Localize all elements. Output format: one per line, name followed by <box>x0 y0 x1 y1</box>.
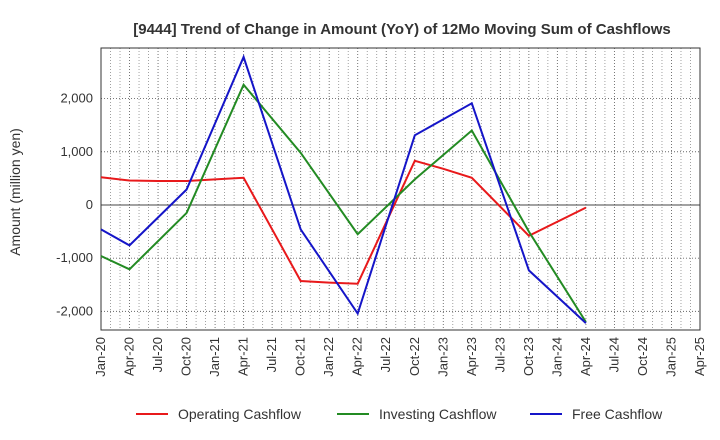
series-line-investing-cashflow <box>100 82 587 323</box>
x-tick-label: Oct-22 <box>407 337 422 376</box>
x-tick-label: Oct-20 <box>179 337 194 376</box>
x-tick-label: Apr-22 <box>350 337 365 376</box>
x-tick-label: Jan-21 <box>207 337 222 377</box>
x-tick-label: Jul-20 <box>150 337 165 372</box>
x-tick-label: Apr-23 <box>464 337 479 376</box>
series-line-operating-cashflow <box>100 159 587 285</box>
x-tick-label: Oct-21 <box>293 337 308 376</box>
x-tick-label: Jan-24 <box>549 337 564 377</box>
x-tick-label: Apr-24 <box>578 337 593 376</box>
legend-label: Investing Cashflow <box>379 406 497 422</box>
y-axis-label: Amount (million yen) <box>7 128 23 256</box>
chart-title: [9444] Trend of Change in Amount (YoY) o… <box>133 21 671 38</box>
y-tick-label: -2,000 <box>56 303 93 318</box>
legend-label: Operating Cashflow <box>178 406 302 422</box>
legend: Operating Cashflow Investing Cashflow Free… <box>136 406 663 422</box>
plot-background <box>101 48 700 330</box>
y-tick-label: -1,000 <box>56 250 93 265</box>
series-line-free-cashflow <box>100 54 587 324</box>
x-tick-label: Jul-22 <box>378 337 393 372</box>
x-tick-label: Jul-23 <box>492 337 507 372</box>
y-tick-label: 1,000 <box>60 144 93 159</box>
plot-area: -2,000 -1,000 0 1,000 2,000 Jan-20 Apr-20 Jul-2… <box>56 47 707 377</box>
x-tick-label: Jul-24 <box>606 337 621 372</box>
legend-item-investing-cashflow: Investing Cashflow <box>337 406 497 422</box>
x-tick-label: Jan-22 <box>321 337 336 377</box>
legend-label: Free Cashflow <box>572 406 663 422</box>
y-tick-label: 2,000 <box>60 91 93 106</box>
x-tick-label: Oct-23 <box>521 337 536 376</box>
x-tick-label: Apr-21 <box>236 337 251 376</box>
x-tick-label: Oct-24 <box>635 337 650 376</box>
x-tick-label: Apr-25 <box>692 337 707 376</box>
x-tick-label: Jul-21 <box>264 337 279 372</box>
x-tick-label: Jan-25 <box>663 337 678 377</box>
x-tick-label: Jan-20 <box>93 337 108 377</box>
x-tick-label: Jan-23 <box>435 337 450 377</box>
plot-border <box>100 47 701 331</box>
x-tick-label: Apr-20 <box>122 337 137 376</box>
legend-item-operating-cashflow: Operating Cashflow <box>136 406 302 422</box>
y-tick-label: 0 <box>86 197 93 212</box>
legend-item-free-cashflow: Free Cashflow <box>530 406 663 422</box>
